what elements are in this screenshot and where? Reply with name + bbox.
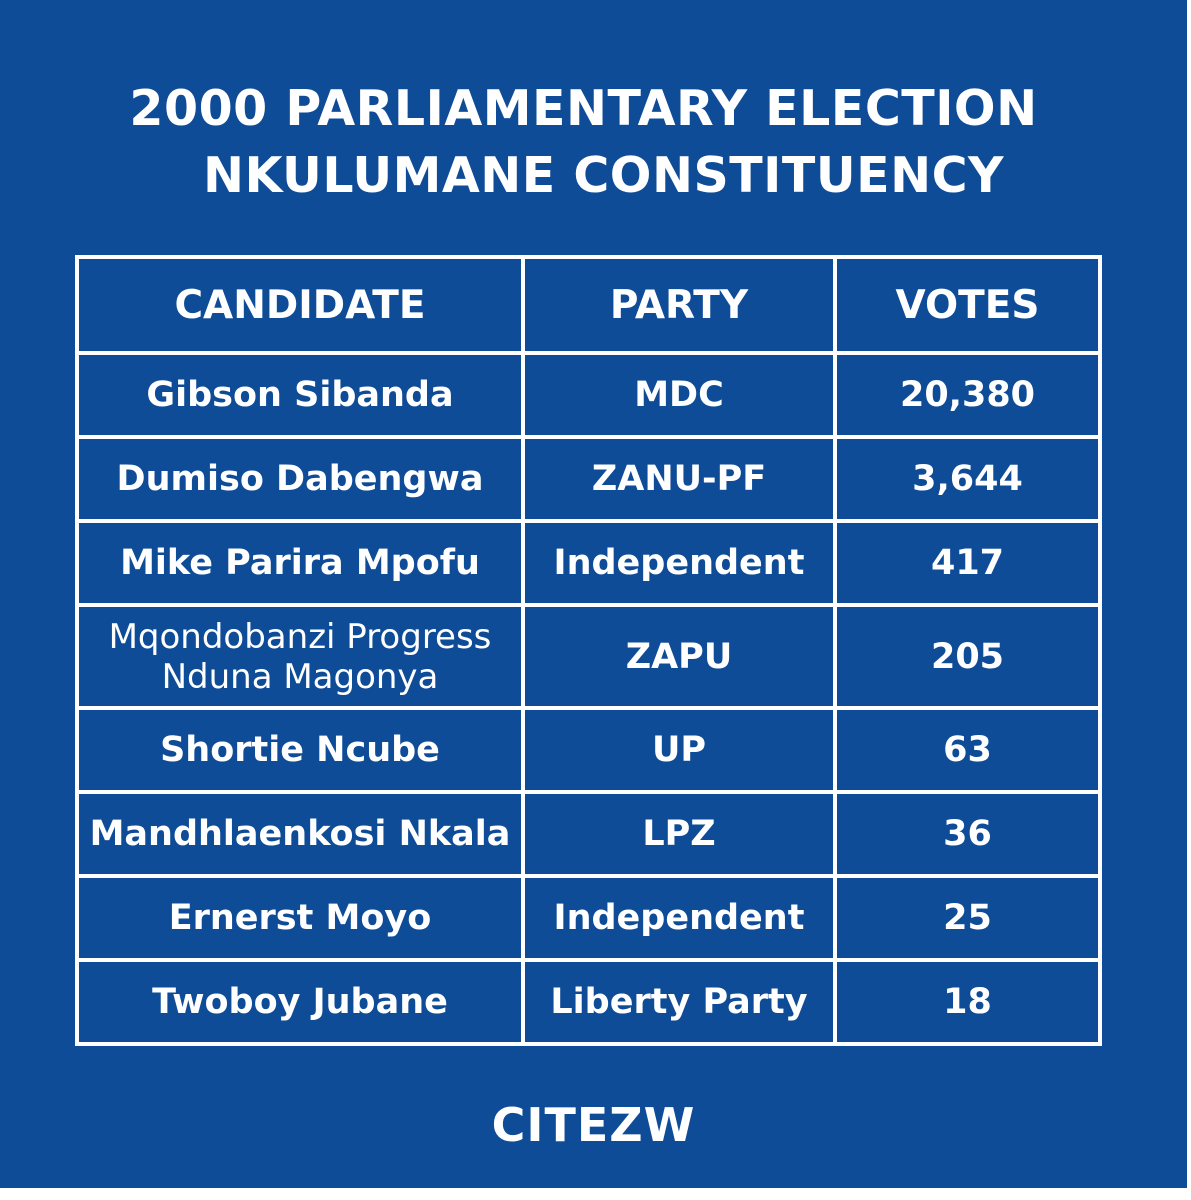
results-table: CANDIDATE PARTY VOTES Gibson Sibanda MDC…: [75, 255, 1102, 1046]
votes-cell: 25: [837, 878, 1098, 958]
candidate-cell: Mandhlaenkosi Nkala: [79, 794, 521, 874]
party-cell: ZAPU: [525, 607, 833, 706]
party-cell: UP: [525, 710, 833, 790]
party-cell: Liberty Party: [525, 962, 833, 1042]
votes-cell: 205: [837, 607, 1098, 706]
table-header-row: CANDIDATE PARTY VOTES: [79, 259, 1098, 351]
votes-cell: 36: [837, 794, 1098, 874]
title-line-2: NKULUMANE CONSTITUENCY: [202, 147, 1005, 204]
table-row: Mqondobanzi Progress Nduna Magonya ZAPU …: [79, 607, 1098, 706]
votes-cell: 417: [837, 523, 1098, 603]
votes-cell: 63: [837, 710, 1098, 790]
party-cell: Independent: [525, 523, 833, 603]
candidate-cell: Mqondobanzi Progress Nduna Magonya: [79, 607, 521, 706]
party-cell: Independent: [525, 878, 833, 958]
candidate-cell: Shortie Ncube: [79, 710, 521, 790]
table-row: Shortie Ncube UP 63: [79, 710, 1098, 790]
party-cell: MDC: [525, 355, 833, 435]
title-line-1: 2000 PARLIAMENTARY ELECTION: [129, 80, 1038, 137]
party-cell: LPZ: [525, 794, 833, 874]
candidate-cell: Mike Parira Mpofu: [79, 523, 521, 603]
votes-cell: 18: [837, 962, 1098, 1042]
header-candidate: CANDIDATE: [79, 259, 521, 351]
table-row: Gibson Sibanda MDC 20,380: [79, 355, 1098, 435]
brand-logo-text: CITEZW: [491, 1098, 696, 1152]
party-cell: ZANU-PF: [525, 439, 833, 519]
votes-cell: 3,644: [837, 439, 1098, 519]
candidate-cell: Ernerst Moyo: [79, 878, 521, 958]
table-row: Twoboy Jubane Liberty Party 18: [79, 962, 1098, 1042]
table-row: Mandhlaenkosi Nkala LPZ 36: [79, 794, 1098, 874]
votes-cell: 20,380: [837, 355, 1098, 435]
table-row: Mike Parira Mpofu Independent 417: [79, 523, 1098, 603]
candidate-cell: Dumiso Dabengwa: [79, 439, 521, 519]
table-row: Dumiso Dabengwa ZANU-PF 3,644: [79, 439, 1098, 519]
header-votes: VOTES: [837, 259, 1098, 351]
table-row: Ernerst Moyo Independent 25: [79, 878, 1098, 958]
header-party: PARTY: [525, 259, 833, 351]
candidate-cell: Twoboy Jubane: [79, 962, 521, 1042]
candidate-cell: Gibson Sibanda: [79, 355, 521, 435]
